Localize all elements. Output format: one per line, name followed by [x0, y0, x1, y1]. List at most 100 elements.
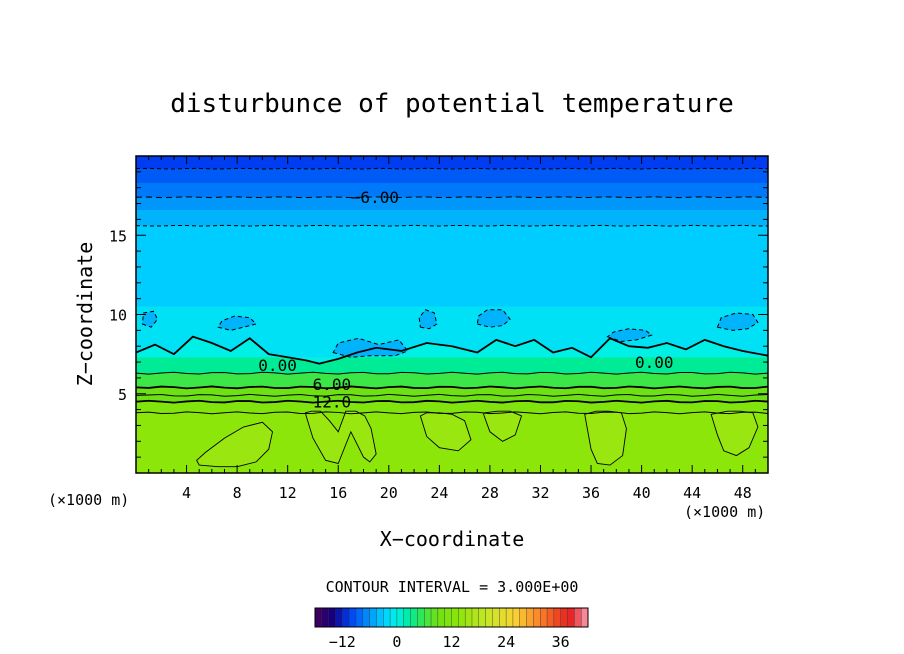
colorbar-cell — [471, 607, 480, 628]
colorbar-cell — [540, 607, 548, 628]
colorbar-tick-label-0: −12 — [329, 633, 356, 651]
x-tick-label-9: 40 — [633, 484, 651, 502]
cold-patch-1 — [217, 315, 258, 331]
contour-level-4 — [136, 385, 768, 390]
cold-patch-5 — [606, 328, 653, 342]
colorbar-cell — [451, 607, 459, 628]
cold-patch-4 — [476, 309, 511, 328]
colorbar-cell — [335, 607, 343, 628]
colorbar-cell — [362, 607, 371, 628]
warm-plume-4 — [584, 410, 627, 466]
colorbar-cell — [567, 607, 575, 628]
colorbar-tick-label-2: 12 — [442, 633, 460, 651]
colorbar-cell — [478, 607, 487, 628]
y-tick-label-2: 15 — [109, 227, 127, 245]
colorbar-frame — [314, 607, 589, 628]
value-band-2 — [136, 182, 768, 198]
x-tick-label-0: 4 — [182, 484, 191, 502]
y-axis-label: Z−coordinate — [73, 242, 97, 387]
value-band-3 — [136, 197, 768, 211]
colorbar-cell — [499, 607, 507, 628]
x-axis-label: X−coordinate — [380, 527, 525, 551]
colorbar-cell — [444, 607, 452, 628]
colorbar-cell — [369, 607, 377, 628]
warm-plume-0 — [196, 421, 274, 468]
cold-patch-6 — [716, 312, 759, 331]
contour-level-2 — [136, 224, 768, 227]
x-unit-left: (×1000 m) — [48, 491, 129, 509]
colorbar-tick-label-4: 36 — [552, 633, 570, 651]
y-tick-label-1: 10 — [109, 307, 127, 325]
colorbar-cell — [424, 607, 432, 628]
x-tick-label-7: 32 — [531, 484, 549, 502]
value-band-5 — [136, 225, 768, 308]
colorbar-cell — [410, 607, 418, 628]
colorbar-tick-label-3: 24 — [497, 633, 515, 651]
colorbar-cell — [383, 607, 391, 628]
contour-label-1: 0.00 — [258, 356, 297, 375]
contour-level-6 — [136, 399, 768, 404]
chart-title: disturbunce of potential temperature — [170, 89, 734, 119]
contour-level-3 — [136, 371, 768, 375]
value-band-9 — [136, 373, 768, 388]
x-tick-label-8: 36 — [582, 484, 600, 502]
x-unit-right: (×1000 m) — [684, 503, 765, 521]
colorbar-cell — [485, 607, 493, 628]
cold-patch-2 — [332, 337, 409, 358]
colorbar-cell — [314, 607, 323, 628]
colorbar-cell — [574, 607, 582, 628]
contour-label-0: −6.00 — [351, 188, 399, 207]
x-tick-label-10: 44 — [683, 484, 701, 502]
contour-level-5 — [136, 393, 768, 397]
value-band-8 — [136, 357, 768, 374]
value-band-0 — [136, 156, 768, 170]
x-tick-label-3: 16 — [329, 484, 347, 502]
colorbar-cell — [348, 607, 357, 628]
colorbar-cell — [553, 607, 562, 628]
value-band-1 — [136, 168, 768, 184]
contour-level-0 — [136, 167, 768, 170]
contour-level-1 — [136, 196, 768, 199]
anomaly-patches — [141, 309, 759, 468]
colorbar-cell — [512, 607, 521, 628]
colorbar-cell — [403, 607, 412, 628]
y-axis-ticks: 5 10 15 — [109, 171, 768, 458]
value-band-11 — [136, 401, 768, 414]
x-tick-label-1: 8 — [233, 484, 242, 502]
warm-plume-5 — [710, 410, 759, 457]
colorbar-cell — [437, 607, 446, 628]
contour-label-3: 6.00 — [313, 375, 352, 394]
colorbar-cell — [519, 607, 528, 628]
colorbar-cell — [321, 607, 330, 628]
value-band-4 — [136, 209, 768, 227]
contour-level-7 — [136, 411, 768, 415]
color-bands — [136, 156, 768, 473]
contour-label-2: 0.00 — [635, 353, 674, 372]
colorbar-cell — [464, 607, 473, 628]
colorbar-cell — [396, 607, 405, 628]
value-band-10 — [136, 387, 768, 403]
cold-patch-0 — [141, 310, 159, 328]
x-axis-ticks: 4 8 12 16 20 24 28 32 36 40 44 48 — [148, 156, 756, 502]
contour-label-4: 12.0 — [313, 393, 352, 412]
colorbar-cell — [376, 607, 384, 628]
contour-lines — [136, 167, 768, 415]
colorbar-cell — [560, 607, 569, 628]
colorbar-cell — [328, 607, 336, 628]
y-tick-label-0: 5 — [118, 386, 127, 404]
colorbar-cell — [458, 607, 466, 628]
x-tick-label-5: 24 — [430, 484, 448, 502]
cold-patch-3 — [418, 309, 438, 330]
x-tick-label-11: 48 — [734, 484, 752, 502]
colorbar-cell — [355, 607, 364, 628]
warm-plume-3 — [483, 410, 523, 442]
colorbar-cell — [580, 607, 589, 628]
colorbar-tick-label-1: 0 — [392, 633, 401, 651]
x-tick-label-6: 28 — [481, 484, 499, 502]
colorbar-cell — [546, 607, 555, 628]
x-tick-label-4: 20 — [380, 484, 398, 502]
zero-contour — [136, 335, 768, 365]
